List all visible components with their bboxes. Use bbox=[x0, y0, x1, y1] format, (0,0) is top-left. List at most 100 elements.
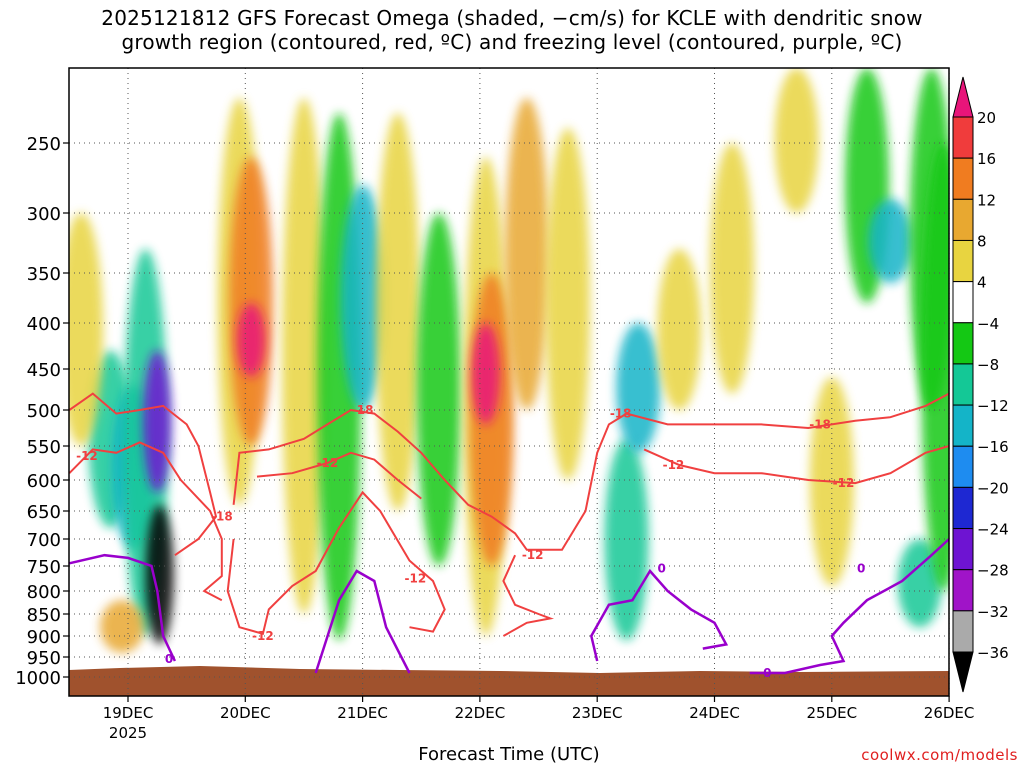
contour-label-5: -12 bbox=[252, 629, 274, 643]
omega-cell-13 bbox=[375, 113, 420, 511]
colorbar-label-1: 16 bbox=[977, 150, 996, 168]
freezing-contour-3 bbox=[749, 538, 949, 675]
contour-label-10: -12 bbox=[833, 476, 855, 490]
contour-label-14: 0 bbox=[857, 562, 865, 576]
omega-cell-27 bbox=[868, 199, 913, 283]
y-tick-label-900: 900 bbox=[27, 627, 61, 648]
colorbar-bin-9 bbox=[952, 445, 974, 488]
contour-label-4: -12 bbox=[405, 572, 427, 586]
colorbar-label-12: −32 bbox=[977, 603, 1009, 621]
contour-label-12: 0 bbox=[658, 562, 666, 576]
omega-cell-17 bbox=[471, 323, 500, 425]
x-tick-label-19DEC: 19DEC bbox=[103, 704, 154, 722]
y-tick-label-800: 800 bbox=[27, 582, 61, 603]
contour-label-3: -18 bbox=[211, 510, 233, 524]
colorbar-bin-5 bbox=[952, 281, 974, 324]
colorbar-bin-14 bbox=[952, 651, 974, 693]
y-tick-label-950: 950 bbox=[27, 648, 61, 669]
freezing-contour-0 bbox=[69, 553, 177, 662]
colorbar-bin-8 bbox=[952, 404, 974, 447]
colorbar-bin-1 bbox=[952, 116, 974, 159]
colorbar-bin-11 bbox=[952, 528, 974, 571]
x-tick-label-21DEC: 21DEC bbox=[337, 704, 388, 722]
dgz-contour-0 bbox=[69, 392, 218, 557]
colorbar-label-5: −4 bbox=[977, 315, 999, 333]
x-year-label: 2025 bbox=[109, 724, 147, 742]
colorbar-label-11: −28 bbox=[977, 562, 1009, 580]
contour-label-1: -12 bbox=[76, 449, 98, 463]
plot-frame bbox=[68, 67, 950, 697]
colorbar-label-4: 4 bbox=[977, 274, 987, 292]
colorbar-bin-4 bbox=[952, 239, 974, 283]
freezing-contour-2 bbox=[589, 568, 729, 662]
omega-cell-20 bbox=[604, 438, 649, 641]
y-tick-label-850: 850 bbox=[27, 605, 61, 626]
x-tick-label-20DEC: 20DEC bbox=[220, 704, 271, 722]
contour-label-13: 0 bbox=[763, 666, 771, 680]
chart-title-line-1: 2025121812 GFS Forecast Omega (shaded, −… bbox=[101, 6, 923, 30]
colorbar-bin-12 bbox=[952, 569, 974, 612]
colorbar-label-8: −16 bbox=[977, 438, 1009, 456]
colorbar-label-6: −8 bbox=[977, 356, 999, 374]
omega-cell-24 bbox=[774, 68, 819, 213]
omega-cell-14 bbox=[416, 213, 461, 566]
omega-cell-18 bbox=[504, 98, 549, 410]
dgz-contour-7 bbox=[643, 445, 949, 485]
omega-cell-6 bbox=[100, 600, 145, 653]
omega-cell-4 bbox=[145, 504, 174, 645]
omega-cell-23 bbox=[710, 142, 755, 394]
dgz-contour-5 bbox=[502, 554, 555, 637]
colorbar-label-13: −36 bbox=[977, 644, 1009, 662]
colorbar-bin-10 bbox=[952, 486, 974, 530]
x-axis-label: Forecast Time (UTC) bbox=[418, 744, 600, 765]
colorbar-bin-6 bbox=[952, 322, 974, 365]
dgz-contour-3 bbox=[226, 490, 446, 636]
dgz-contour-1 bbox=[69, 441, 223, 602]
y-tick-label-350: 350 bbox=[27, 264, 61, 285]
y-tick-label-700: 700 bbox=[27, 530, 61, 551]
omega-cell-30 bbox=[921, 143, 949, 591]
omega-cell-9 bbox=[237, 303, 266, 378]
contour-label-11: 0 bbox=[165, 652, 173, 666]
x-tick-label-25DEC: 25DEC bbox=[807, 704, 858, 722]
x-tick-label-22DEC: 22DEC bbox=[455, 704, 506, 722]
omega-cell-29 bbox=[897, 539, 942, 628]
credit-link[interactable]: coolwx.com/models bbox=[861, 746, 1018, 764]
colorbar-label-3: 8 bbox=[977, 232, 987, 250]
colorbar-label-9: −20 bbox=[977, 479, 1009, 497]
omega-cell-10 bbox=[281, 98, 326, 614]
y-tick-label-550: 550 bbox=[27, 437, 61, 458]
omega-cell-22 bbox=[657, 249, 702, 410]
y-tick-label-1000: 1000 bbox=[15, 668, 61, 689]
y-tick-label-600: 600 bbox=[27, 471, 61, 492]
ground-surface bbox=[69, 666, 949, 696]
colorbar-bin-2 bbox=[952, 157, 974, 200]
colorbar-label-10: −24 bbox=[977, 521, 1009, 539]
freezing-contour-1 bbox=[314, 569, 411, 674]
contour-label-8: -12 bbox=[663, 458, 685, 472]
y-tick-label-750: 750 bbox=[27, 557, 61, 578]
omega-cell-5 bbox=[69, 213, 104, 446]
omega-cell-3 bbox=[143, 350, 172, 493]
x-tick-label-24DEC: 24DEC bbox=[689, 704, 740, 722]
y-tick-label-450: 450 bbox=[27, 360, 61, 381]
omega-cell-21 bbox=[616, 323, 661, 453]
contour-label-7: -18 bbox=[610, 407, 632, 421]
colorbar-label-2: 12 bbox=[977, 191, 996, 209]
dgz-contour-4 bbox=[256, 451, 422, 500]
x-tick-label-26DEC: 26DEC bbox=[924, 704, 975, 722]
dgz-contour-6 bbox=[626, 392, 949, 430]
omega-cell-8 bbox=[229, 157, 274, 446]
contour-label-9: -18 bbox=[809, 417, 831, 431]
contour-label-0: -18 bbox=[352, 403, 374, 417]
y-tick-label-500: 500 bbox=[27, 401, 61, 422]
colorbar-label-0: 20 bbox=[977, 109, 996, 127]
colorbar-bin-3 bbox=[952, 198, 974, 241]
colorbar-bin-0 bbox=[952, 76, 974, 118]
omega-cell-19 bbox=[545, 128, 590, 480]
x-tick-label-23DEC: 23DEC bbox=[572, 704, 623, 722]
chart-title: 2025121812 GFS Forecast Omega (shaded, −… bbox=[0, 6, 1024, 54]
colorbar-label-7: −12 bbox=[977, 397, 1009, 415]
dgz-contour-2 bbox=[232, 408, 628, 551]
